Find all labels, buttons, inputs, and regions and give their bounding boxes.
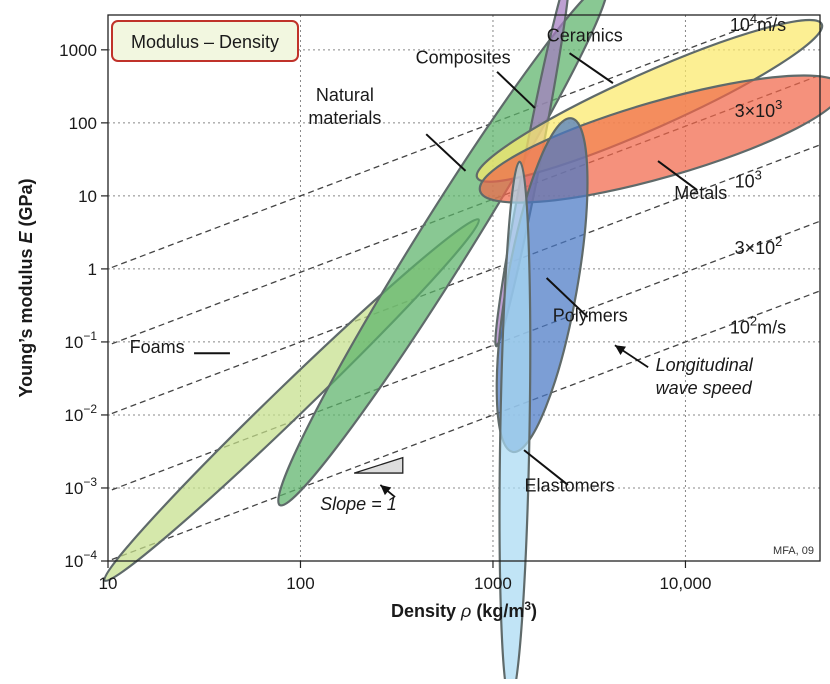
y-tick-label: 10−1 xyxy=(64,329,97,352)
x-axis-label: Density ρ (kg/m3) xyxy=(391,599,537,621)
label-natural-materials: Natural materials xyxy=(308,85,381,128)
label-composites: Composites xyxy=(416,48,511,68)
label-ceramics: Ceramics xyxy=(547,26,623,46)
pointer-ceramics xyxy=(569,52,614,84)
pointer-composites xyxy=(496,71,536,109)
y-tick-label: 1 xyxy=(88,260,97,279)
material-labels: Foams Natural materials Composites Ceramics M… xyxy=(130,26,728,496)
x-tick-label: 10,000 xyxy=(659,574,711,593)
slope-label: Slope = 1 xyxy=(320,494,397,514)
region-natural-materials xyxy=(277,0,609,507)
wave-speed-arrow-head xyxy=(614,345,627,355)
label-metals: Metals xyxy=(674,183,727,203)
y-axis-label: Young’s modulus E (GPa) xyxy=(16,178,36,397)
y-tick-label: 10−3 xyxy=(64,475,97,498)
wave-speed-label: 102m/s xyxy=(730,314,786,338)
chart-title: Modulus – Density xyxy=(131,32,279,52)
y-tick-label: 1000 xyxy=(59,41,97,60)
material-regions xyxy=(103,0,830,684)
label-foams: Foams xyxy=(130,337,185,357)
wave-speed-label: 104m/s xyxy=(730,11,786,35)
y-tick-label: 10−2 xyxy=(64,402,97,425)
label-polymers: Polymers xyxy=(553,306,628,326)
axis-ticks: 10 100 1000 10,000 10−4 10−3 10−2 10−1 1 10 100 100… xyxy=(59,41,711,593)
pointer-natural-materials xyxy=(425,133,467,172)
pointer-elastomers xyxy=(523,449,569,486)
label-elastomers: Elastomers xyxy=(525,475,615,495)
wave-speed-note: Longitudinal wave speed xyxy=(656,355,754,398)
annotations: 102m/s 3×102 103 3×103 104m/s Longitudinal wav… xyxy=(320,11,814,557)
pointer-polymers xyxy=(545,277,589,318)
region-elastomers xyxy=(498,160,532,684)
wave-speed-label: 3×103 xyxy=(735,97,783,121)
title-box: Modulus – Density xyxy=(111,20,299,62)
pointer-metals xyxy=(657,160,698,191)
x-tick-label: 10 xyxy=(99,574,118,593)
credit-label: MFA, 09 xyxy=(773,545,814,557)
y-tick-label: 100 xyxy=(69,114,97,133)
y-tick-label: 10 xyxy=(78,187,97,206)
x-tick-label: 1000 xyxy=(474,574,512,593)
slope-arrow-head xyxy=(380,484,392,496)
wave-speed-label: 3×102 xyxy=(735,234,783,258)
slope-triangle xyxy=(353,456,404,474)
title-box-frame xyxy=(111,20,299,62)
wave-speed-label: 103 xyxy=(735,168,762,192)
x-tick-label: 100 xyxy=(286,574,314,593)
label-pointers xyxy=(194,52,698,486)
plot-frame xyxy=(107,14,821,562)
y-tick-label: 10−4 xyxy=(64,548,97,571)
